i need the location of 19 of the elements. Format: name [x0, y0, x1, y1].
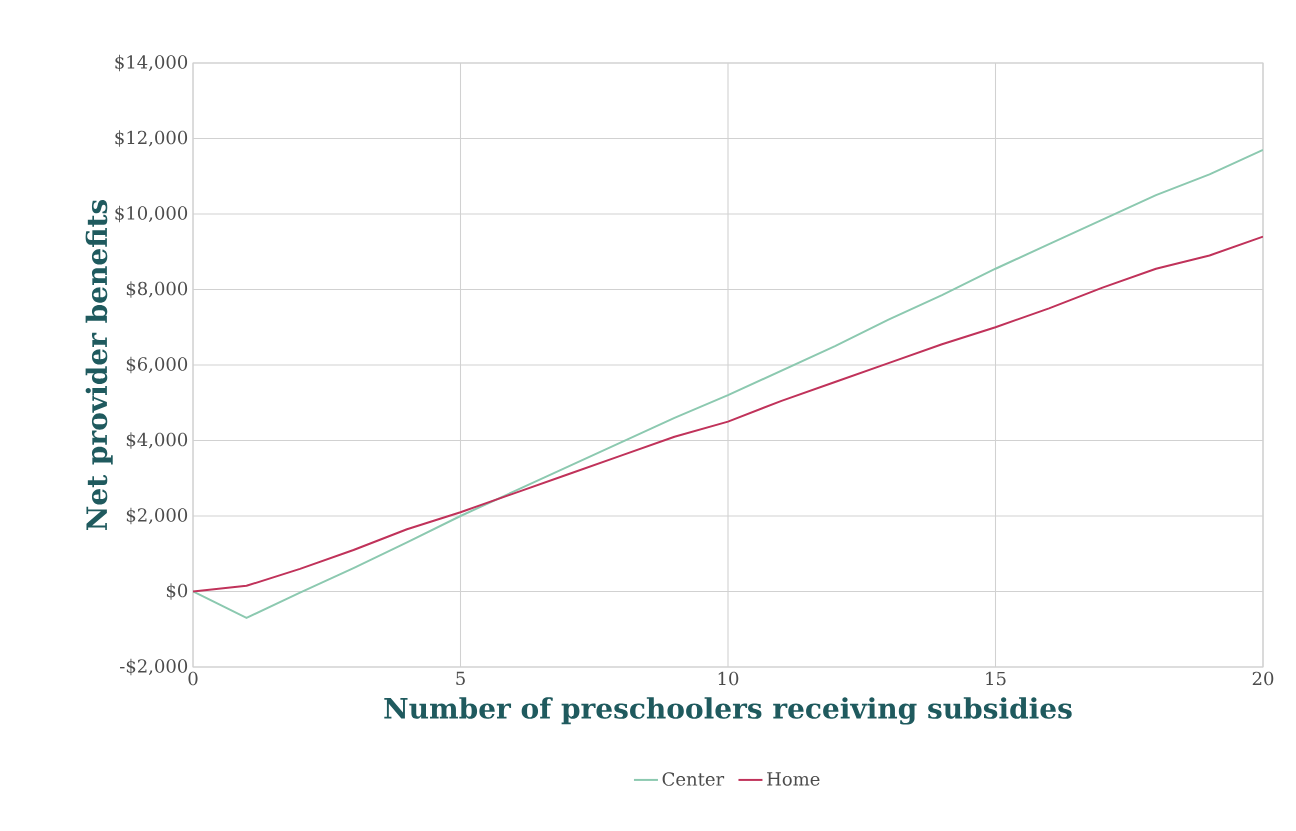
- x-axis-title: Number of preschoolers receiving subsidies: [384, 697, 1072, 725]
- y-tick-label: $10,000: [115, 205, 188, 223]
- legend-label: Center: [662, 772, 725, 786]
- y-tick-label: -$2,000: [120, 658, 188, 676]
- legend-label: Home: [767, 772, 820, 786]
- x-tick-label: 0: [188, 671, 198, 686]
- y-tick-label: $8,000: [126, 281, 188, 298]
- line-series: [193, 235, 1263, 593]
- y-tick-label: $12,000: [115, 130, 188, 147]
- y-tick-label: $2,000: [126, 507, 188, 525]
- y-tick-label: $6,000: [126, 356, 188, 374]
- x-tick-label: 5: [456, 671, 465, 686]
- x-tick-label: 10: [718, 671, 739, 686]
- x-tick-label: 20: [1252, 671, 1274, 686]
- y-axis-title: Net provider benefits: [85, 199, 113, 531]
- y-tick-label: $0: [166, 583, 188, 600]
- y-tick-label: $4,000: [126, 432, 188, 449]
- y-tick-label: $14,000: [115, 54, 188, 72]
- x-tick-label: 15: [986, 671, 1006, 686]
